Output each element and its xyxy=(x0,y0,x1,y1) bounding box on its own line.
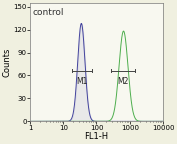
Text: M2: M2 xyxy=(117,77,129,86)
X-axis label: FL1-H: FL1-H xyxy=(84,132,109,141)
Text: M1: M1 xyxy=(76,77,88,86)
Text: control: control xyxy=(33,8,64,17)
Y-axis label: Counts: Counts xyxy=(3,47,12,77)
